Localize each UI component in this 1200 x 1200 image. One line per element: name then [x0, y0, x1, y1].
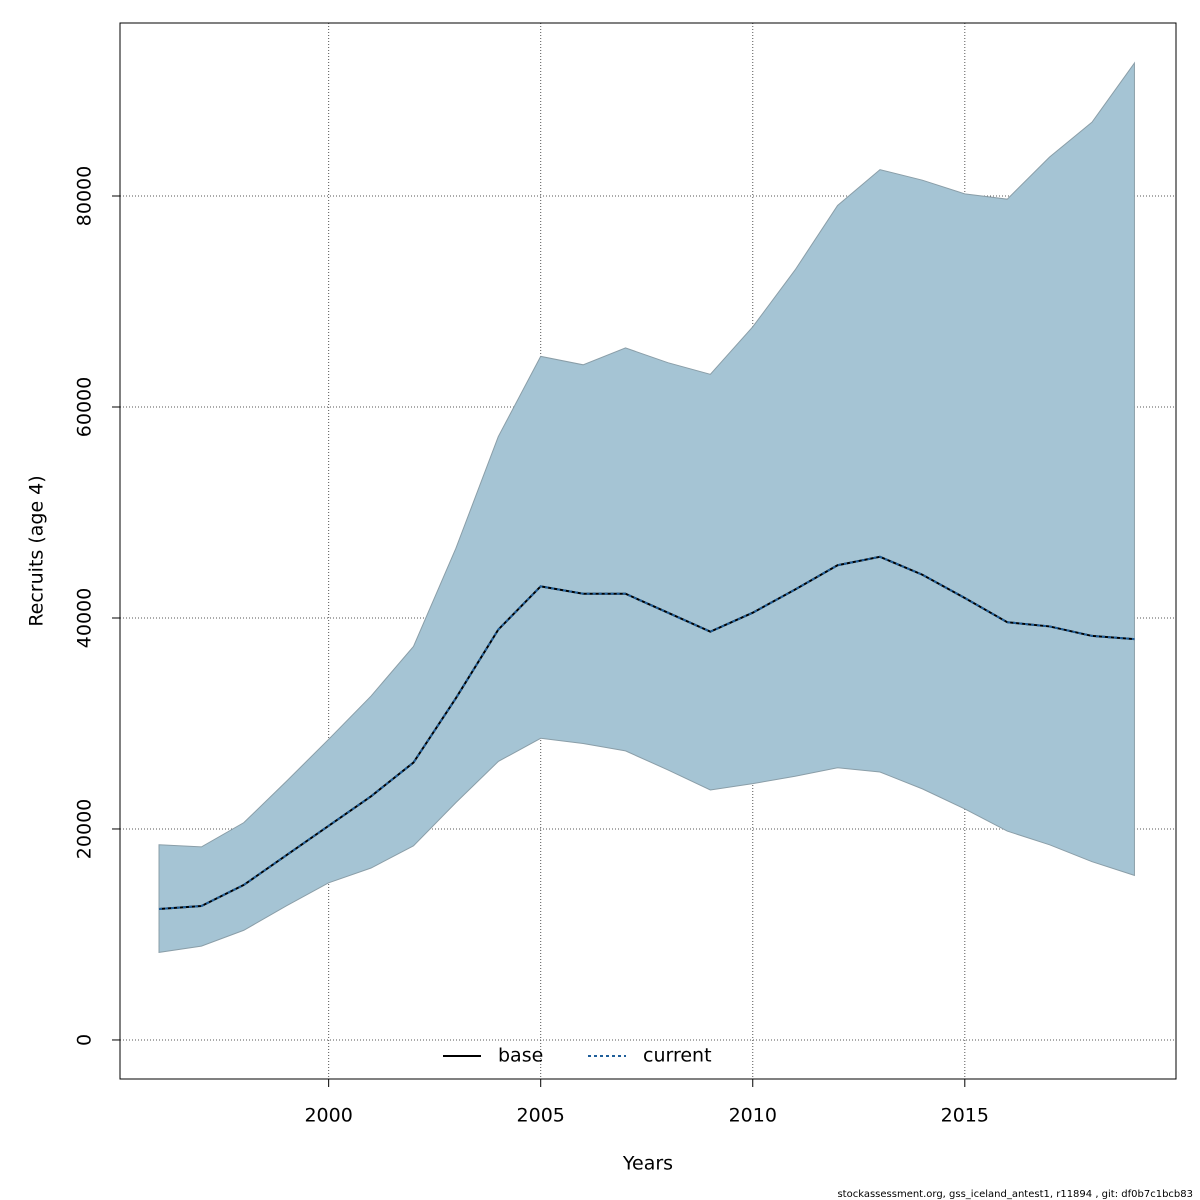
x-tick-label: 2000 — [304, 1105, 352, 1127]
x-tick-label: 2015 — [941, 1105, 989, 1127]
y-tick-label: 60000 — [74, 377, 96, 437]
plot — [158, 61, 1135, 953]
series-line — [158, 555, 1135, 910]
confidence-band — [158, 61, 1135, 953]
plot-frame — [119, 22, 1177, 1080]
y-axis-label: Recruits (age 4) — [26, 475, 48, 626]
x-axis-label: Years — [622, 1153, 673, 1175]
y-tick-label: 80000 — [74, 166, 96, 226]
legend-label: current — [643, 1045, 712, 1067]
y-tick-label: 20000 — [74, 799, 96, 859]
y-tick-label: 0 — [74, 1034, 96, 1046]
x-tick-label: 2010 — [729, 1105, 777, 1127]
x-tick-label: 2005 — [517, 1105, 565, 1127]
y-tick-label: 40000 — [74, 588, 96, 648]
footnote: stockassessment.org, gss_iceland_antest1… — [837, 1189, 1193, 1200]
legend-label: base — [498, 1045, 543, 1067]
